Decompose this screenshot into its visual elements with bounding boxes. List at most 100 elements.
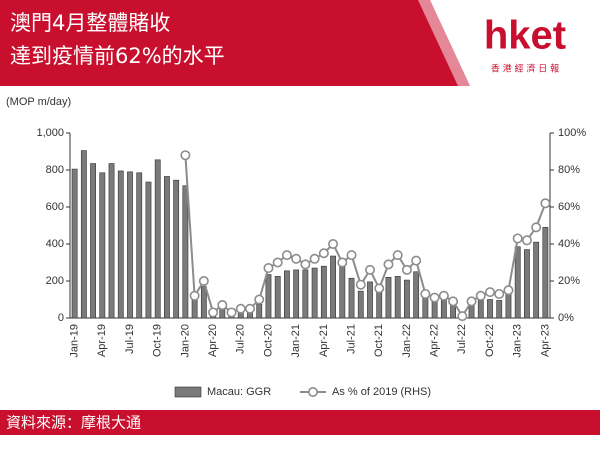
y-tick-label: 400: [46, 238, 64, 250]
line-marker: [235, 303, 246, 314]
x-tick-label: Apr-23: [539, 324, 551, 357]
line-marker: [198, 275, 209, 286]
bar: [90, 163, 96, 319]
line-marker: [429, 292, 440, 303]
line-marker: [475, 290, 486, 301]
x-tick-label: Apr-21: [318, 324, 330, 357]
line-marker: [263, 263, 274, 274]
bar: [468, 304, 475, 319]
line-marker: [494, 288, 505, 299]
line-marker: [448, 296, 459, 307]
bar: [524, 249, 530, 319]
x-tick-label: Apr-20: [207, 324, 219, 357]
bar: [367, 281, 373, 319]
bar: [505, 293, 512, 319]
title-line: 澳門4月整體賭收: [10, 11, 170, 35]
logo: hket: [484, 14, 566, 58]
y-tick-label: 0: [58, 312, 64, 324]
y-tick-label: 600: [46, 201, 64, 213]
line-marker: [281, 250, 292, 261]
line-marker: [300, 259, 311, 270]
x-tick-label: Jul-20: [235, 324, 247, 354]
bar: [413, 271, 420, 319]
line-marker: [337, 257, 348, 268]
line-marker: [364, 264, 375, 275]
title-line: 達到疫情前62%的水平: [10, 44, 225, 68]
bar: [274, 276, 281, 319]
x-tick-label: Jul-21: [345, 324, 357, 354]
y-tick-label: 800: [46, 164, 64, 176]
line-marker: [245, 303, 256, 314]
x-tick-label: Oct-20: [262, 324, 274, 357]
line-marker: [438, 290, 449, 301]
bar: [265, 274, 272, 319]
y2-tick-label: 40%: [558, 238, 580, 250]
x-tick-label: Oct-22: [484, 324, 496, 357]
bar: [256, 303, 263, 319]
logo-stripe: [418, 0, 470, 86]
line-marker: [531, 222, 542, 233]
y-tick-label: 200: [46, 275, 64, 287]
logo-sub: 香 港 經 濟 日 報: [491, 63, 559, 75]
line-marker: [484, 287, 495, 298]
x-tick-label: Jan-19: [69, 324, 81, 358]
bar: [311, 267, 318, 319]
bar: [339, 264, 346, 319]
bar: [404, 279, 410, 319]
bar: [136, 172, 143, 319]
bar: [385, 276, 392, 319]
y-tick-label: 1,000: [36, 127, 64, 139]
y2-tick-label: 20%: [558, 275, 580, 287]
y2-tick-label: 0%: [558, 312, 574, 324]
y2-tick-label: 80%: [558, 164, 580, 176]
bar: [533, 241, 540, 319]
bar: [431, 300, 438, 319]
line-marker: [355, 279, 366, 290]
bar: [200, 286, 207, 319]
bar: [164, 176, 170, 319]
bar: [376, 291, 383, 319]
legend-label: As % of 2019 (RHS): [332, 386, 431, 398]
bar: [542, 227, 549, 319]
line-marker: [254, 294, 265, 305]
line-marker: [374, 283, 385, 294]
line-marker: [189, 290, 200, 301]
bar: [302, 269, 309, 319]
line-marker: [521, 235, 532, 246]
logo-panel: [430, 0, 600, 86]
x-tick-label: Jan-21: [290, 324, 302, 358]
line-marker: [346, 250, 357, 261]
line-marker: [392, 250, 403, 261]
line-marker: [503, 285, 514, 296]
bar: [145, 181, 152, 319]
source: 資料來源：摩根大通: [6, 414, 141, 432]
line-marker: [512, 233, 523, 244]
x-tick-label: Oct-19: [152, 324, 164, 357]
line-marker: [457, 311, 468, 322]
bar: [108, 163, 115, 319]
bar: [191, 299, 198, 319]
x-tick-label: Jan-23: [512, 324, 524, 358]
line-marker: [420, 288, 431, 299]
bar: [422, 297, 429, 319]
x-tick-label: Jul-22: [456, 324, 468, 354]
bar: [173, 179, 180, 319]
y-axis-label: (MOP m/day): [6, 96, 71, 108]
line-marker: [226, 307, 237, 318]
line-marker: [309, 253, 320, 264]
bar: [284, 270, 290, 319]
bar: [348, 277, 355, 319]
line-marker: [217, 300, 228, 311]
bar: [357, 290, 364, 319]
bar: [71, 168, 78, 319]
x-tick-label: Oct-21: [373, 324, 385, 357]
bar: [320, 265, 327, 319]
legend-swatch: [307, 386, 318, 397]
line-marker: [180, 150, 191, 161]
line-marker: [272, 257, 283, 268]
bar: [330, 255, 336, 319]
y2-tick-label: 60%: [558, 201, 580, 213]
line-marker: [540, 198, 551, 209]
x-tick-label: Apr-22: [429, 324, 441, 357]
